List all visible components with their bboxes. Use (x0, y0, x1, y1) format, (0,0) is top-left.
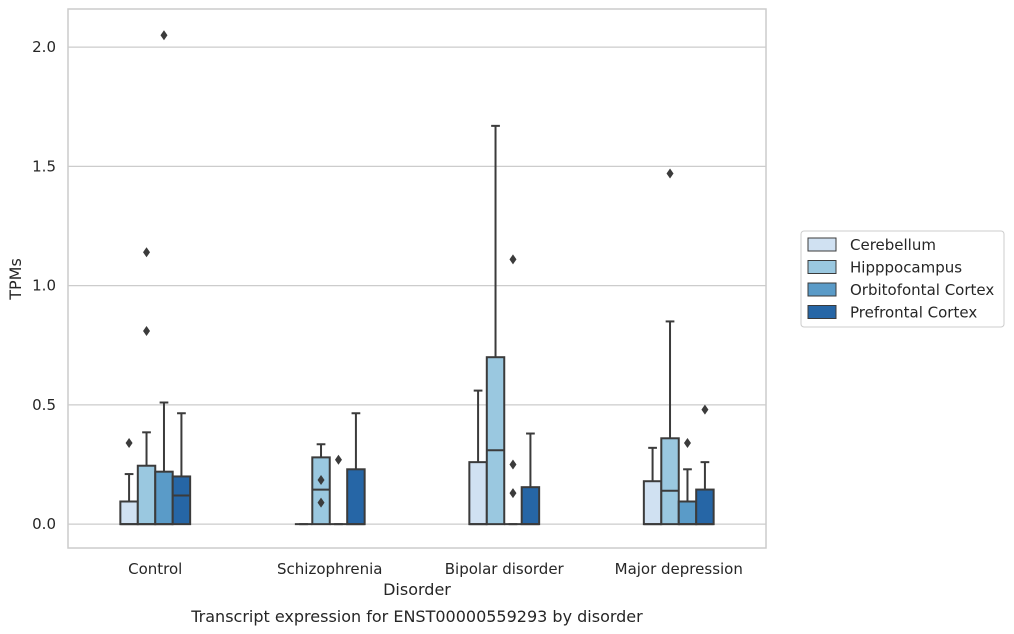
box (119, 500, 139, 526)
box (485, 356, 506, 526)
outlier-point (317, 497, 325, 508)
series-3 (171, 404, 715, 526)
legend-label: Prefrontal Cortex (850, 304, 977, 322)
x-tick-label: Bipolar disorder (445, 560, 565, 578)
y-axis-title: TPMs (6, 258, 25, 301)
box (171, 475, 192, 526)
box (695, 488, 715, 526)
legend-item: Hipppocampus (807, 259, 962, 277)
outlier-point (509, 488, 517, 499)
legend-label: Orbitofontal Cortex (850, 281, 994, 299)
outlier-point (666, 168, 674, 179)
y-axis-ticks: 0.0 0.5 1.0 1.5 2.0 (32, 38, 56, 533)
box-series (119, 30, 715, 526)
legend-item: Cerebellum (807, 236, 936, 254)
plot-background (68, 9, 766, 548)
legend-swatch (807, 237, 837, 252)
series-1 (136, 124, 680, 526)
outlier-point (509, 254, 517, 265)
x-tick-label: Schizophrenia (277, 560, 382, 578)
box (154, 470, 174, 526)
legend-frame (800, 230, 1005, 328)
outlier-point (143, 247, 151, 258)
x-tick-label: Control (128, 560, 182, 578)
outlier-point (683, 438, 691, 449)
y-tick-label: 2.0 (32, 38, 56, 56)
y-tick-label: 1.5 (32, 157, 56, 175)
box (346, 468, 366, 526)
box (136, 464, 157, 526)
y-tick-label: 1.0 (32, 277, 56, 295)
legend-label: Hipppocampus (850, 259, 962, 277)
box (311, 456, 331, 526)
legend: Cerebellum Hipppocampus Orbitofontal Corte… (800, 230, 1005, 328)
legend-item: Prefrontal Cortex (807, 304, 977, 322)
box (642, 480, 663, 526)
x-axis-title: Disorder (383, 580, 451, 599)
legend-swatch (807, 260, 837, 274)
plot-frame (67, 8, 767, 549)
x-tick-label: Major depression (615, 560, 743, 578)
outlier-point (334, 454, 342, 465)
y-tick-label: 0.0 (32, 515, 56, 533)
box (660, 437, 680, 526)
box (677, 500, 698, 526)
y-tick-label: 0.5 (32, 396, 56, 414)
legend-swatch (807, 305, 837, 319)
outlier-point (317, 475, 325, 486)
outlier-point (160, 30, 168, 41)
outlier-point (143, 325, 151, 336)
legend-item: Orbitofontal Cortex (807, 281, 994, 299)
outlier-point (125, 438, 133, 449)
outlier-point (509, 459, 517, 470)
box (468, 461, 488, 526)
box (520, 486, 541, 526)
x-axis-ticks: Control Schizophrenia Bipolar disorder Majo… (128, 560, 743, 578)
outlier-point (701, 404, 709, 415)
chart-caption: Transcript expression for ENST0000055929… (190, 607, 643, 626)
legend-label: Cerebellum (850, 236, 936, 254)
series-2 (154, 30, 698, 526)
legend-swatch (807, 282, 837, 297)
